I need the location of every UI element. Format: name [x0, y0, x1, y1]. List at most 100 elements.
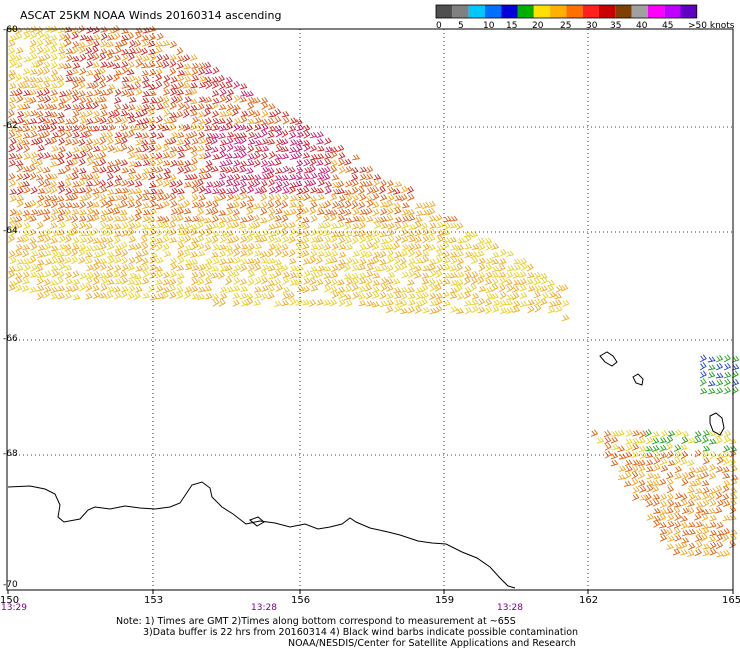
- wind-barb: [232, 215, 241, 222]
- wind-barb: [604, 436, 612, 445]
- wind-barb: [44, 270, 52, 278]
- wind-barb: [709, 548, 717, 556]
- wind-barb: [42, 61, 51, 69]
- wind-barb: [30, 250, 39, 257]
- wind-barb: [665, 442, 673, 451]
- wind-barb: [463, 300, 472, 307]
- wind-barb: [9, 60, 17, 69]
- wind-barb: [211, 132, 220, 139]
- wind-barb: [65, 159, 74, 167]
- wind-barb: [134, 132, 143, 139]
- wind-barb: [310, 272, 318, 280]
- wind-barb: [211, 230, 220, 238]
- wind-barb: [499, 248, 507, 257]
- wind-barb: [701, 435, 709, 444]
- wind-barb: [247, 185, 255, 194]
- wind-barb: [121, 229, 129, 238]
- wind-barb: [289, 146, 297, 154]
- wind-barb: [372, 291, 380, 299]
- wind-barb: [337, 215, 346, 222]
- wind-barb: [308, 299, 317, 308]
- wind-barb: [92, 101, 99, 110]
- wind-barb: [127, 188, 136, 195]
- wind-barb: [93, 251, 102, 259]
- wind-barb: [330, 193, 338, 202]
- wind-barb: [71, 209, 80, 216]
- wind-barb: [281, 138, 289, 146]
- wind-barb: [687, 486, 695, 494]
- wind-barb: [499, 277, 507, 285]
- wind-barb: [43, 290, 50, 299]
- wind-barb: [71, 256, 79, 265]
- wind-barb: [330, 256, 338, 264]
- wind-barb: [420, 222, 429, 230]
- wind-barb: [295, 242, 303, 251]
- wind-barb: [527, 299, 535, 306]
- wind-barb: [105, 271, 114, 279]
- wind-barb: [205, 80, 213, 89]
- wind-barb: [442, 229, 451, 236]
- wind-barb: [358, 285, 366, 294]
- wind-barb: [716, 521, 724, 530]
- wind-barb: [106, 34, 115, 41]
- wind-barb: [169, 228, 177, 236]
- wind-barb: [8, 250, 16, 259]
- wind-barb: [695, 474, 704, 480]
- wind-barb: [295, 150, 303, 160]
- wind-barb: [205, 292, 213, 300]
- wind-barb: [211, 215, 220, 223]
- wind-barb: [155, 115, 163, 124]
- wind-barb: [197, 131, 206, 139]
- wind-barb: [79, 209, 88, 216]
- wind-barb: [169, 150, 177, 159]
- wind-barb: [50, 194, 58, 202]
- wind-barb: [316, 138, 324, 145]
- wind-barb: [281, 214, 289, 223]
- wind-barb: [240, 192, 248, 201]
- wind-barb: [8, 266, 16, 273]
- wind-barb: [694, 436, 702, 444]
- wind-barb: [134, 213, 142, 222]
- wind-barb: [393, 241, 400, 250]
- wind-barb: [35, 76, 44, 84]
- wind-barb: [176, 55, 185, 62]
- wind-barb: [471, 292, 480, 300]
- wind-barb: [30, 61, 39, 69]
- wind-barb: [29, 31, 37, 40]
- wind-barb: [254, 231, 262, 238]
- wind-barb: [632, 430, 640, 437]
- wind-barb: [107, 242, 115, 251]
- wind-barb: [23, 152, 32, 160]
- wind-barb: [393, 202, 401, 210]
- wind-barb: [22, 132, 31, 140]
- wind-barb: [92, 263, 100, 272]
- wind-barb: [190, 164, 198, 173]
- wind-barb: [716, 456, 724, 465]
- wind-barb: [190, 123, 198, 131]
- wind-barb: [401, 208, 410, 216]
- wind-barb: [414, 229, 422, 237]
- wind-barb: [36, 46, 44, 55]
- wind-barb: [401, 243, 410, 251]
- wind-barb: [169, 193, 177, 201]
- wind-barb: [198, 270, 206, 279]
- wind-barb: [121, 53, 129, 62]
- wind-barb: [344, 285, 353, 293]
- wind-barb: [666, 478, 674, 487]
- wind-barb: [673, 506, 681, 515]
- wind-barb: [456, 257, 465, 266]
- wind-barb: [64, 256, 72, 264]
- wind-barb: [233, 138, 242, 145]
- wind-barb: [8, 144, 16, 153]
- wind-barb: [72, 55, 80, 63]
- wind-barb: [254, 292, 262, 299]
- wind-barb: [260, 217, 268, 224]
- wind-barb: [345, 257, 353, 265]
- wind-barb: [379, 259, 387, 266]
- wind-barb: [443, 299, 451, 307]
- wind-barb: [127, 201, 136, 209]
- wind-barb: [701, 471, 709, 479]
- wind-barb: [8, 102, 17, 111]
- wind-barb: [71, 68, 79, 75]
- wind-barb: [309, 144, 318, 153]
